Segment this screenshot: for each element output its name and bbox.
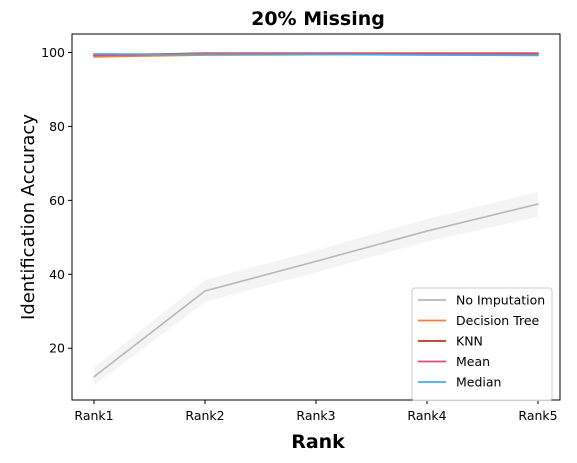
y-tick-label: 80 [49,119,65,134]
data-point [426,52,428,55]
data-point [93,56,95,58]
chart-title: 20% Missing [251,8,385,30]
data-point [93,53,95,55]
x-tick-label: Rank4 [407,408,446,423]
legend-label: Median [456,375,501,390]
y-tick-label: 60 [49,193,65,208]
axis-ticks: Rank1 Rank2 Rank3 Rank4 Rank5 20 40 60 80 100 [41,45,557,423]
legend-box [411,287,553,401]
data-point [315,260,317,263]
data-point [93,375,95,378]
data-point [426,54,428,56]
y-axis-label: Identification Accuracy [18,114,39,320]
data-point [93,54,95,57]
legend-label: KNN [456,334,483,349]
confidence-band-0 [94,191,538,386]
legend-label: No Imputation [456,293,545,308]
y-tick-label: 40 [49,267,65,282]
x-tick-label: Rank5 [518,408,557,423]
y-tick-label: 20 [49,341,65,356]
y-tick-label: 100 [41,45,65,60]
data-point [204,290,206,292]
data-point [315,53,317,56]
data-point [537,54,539,57]
plot-area [93,52,539,386]
x-axis-label: Rank [291,431,345,453]
data-point [537,52,539,55]
legend-label: Mean [456,354,490,369]
x-tick-label: Rank2 [185,408,224,423]
x-tick-label: Rank1 [74,408,113,423]
data-point [537,203,539,205]
legend: No Imputation Decision Tree KNN Mean Median [411,287,553,401]
legend-label: Decision Tree [456,313,540,328]
data-point [426,230,428,232]
data-point [204,53,206,56]
x-tick-label: Rank3 [296,408,335,423]
